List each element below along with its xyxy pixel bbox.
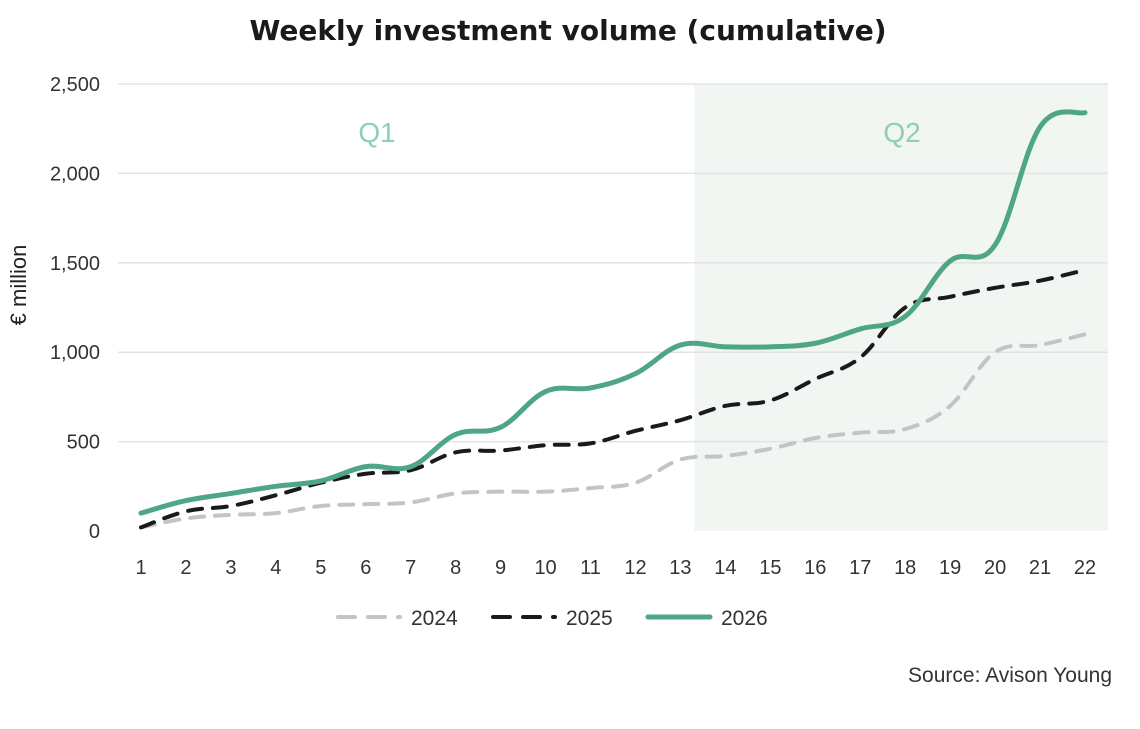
q2-region-label: Q2 [883, 117, 920, 148]
x-tick-label: 6 [360, 557, 371, 579]
q2-shaded-region [694, 84, 1108, 531]
chart-title: Weekly investment volume (cumulative) [249, 14, 886, 47]
x-tick-label: 20 [984, 557, 1006, 579]
x-tick-label: 19 [939, 557, 961, 579]
x-tick-label: 15 [759, 557, 781, 579]
x-tick-label: 7 [405, 557, 416, 579]
x-tick-label: 21 [1029, 557, 1051, 579]
x-tick-label: 8 [450, 557, 461, 579]
legend-label-2026: 2026 [721, 607, 768, 630]
x-tick-label: 22 [1074, 557, 1096, 579]
x-tick-label: 11 [580, 557, 601, 579]
x-tick-label: 4 [270, 557, 281, 579]
y-tick-label: 0 [89, 521, 100, 543]
y-tick-label: 1,000 [50, 342, 100, 364]
x-tick-label: 3 [225, 557, 236, 579]
x-tick-label: 9 [495, 557, 506, 579]
y-tick-label: 2,500 [50, 74, 100, 96]
x-tick-label: 5 [315, 557, 326, 579]
x-tick-label: 16 [804, 557, 826, 579]
x-tick-label: 18 [894, 557, 916, 579]
source-note: Source: Avison Young [908, 664, 1112, 687]
legend-label-2024: 2024 [411, 607, 458, 630]
x-axis-ticks: 1 2 3 4 5 6 7 8 9 10 11 12 13 14 15 16 17 18 19 20 21 22 [135, 557, 1096, 579]
series-line-2025 [139, 267, 1087, 530]
series-line-2024 [139, 332, 1087, 530]
series-lines [138, 109, 1088, 530]
y-axis-label: € million [6, 245, 31, 326]
x-tick-label: 10 [534, 557, 556, 579]
x-tick-label: 14 [714, 557, 736, 579]
x-tick-label: 13 [669, 557, 691, 579]
x-tick-label: 17 [849, 557, 871, 579]
y-tick-label: 2,000 [50, 163, 100, 185]
x-tick-label: 2 [180, 557, 191, 579]
series-line-2026 [138, 109, 1088, 516]
legend: 2024 2025 2026 [336, 607, 768, 630]
y-axis-ticks: 0 500 1,000 1,500 2,000 2,500 [50, 74, 100, 543]
x-tick-label: 1 [135, 557, 146, 579]
y-tick-label: 1,500 [50, 253, 100, 275]
y-tick-label: 500 [67, 432, 100, 454]
gridlines [118, 83, 1108, 443]
legend-label-2025: 2025 [566, 607, 613, 630]
x-tick-label: 12 [624, 557, 646, 579]
q1-region-label: Q1 [358, 117, 395, 148]
